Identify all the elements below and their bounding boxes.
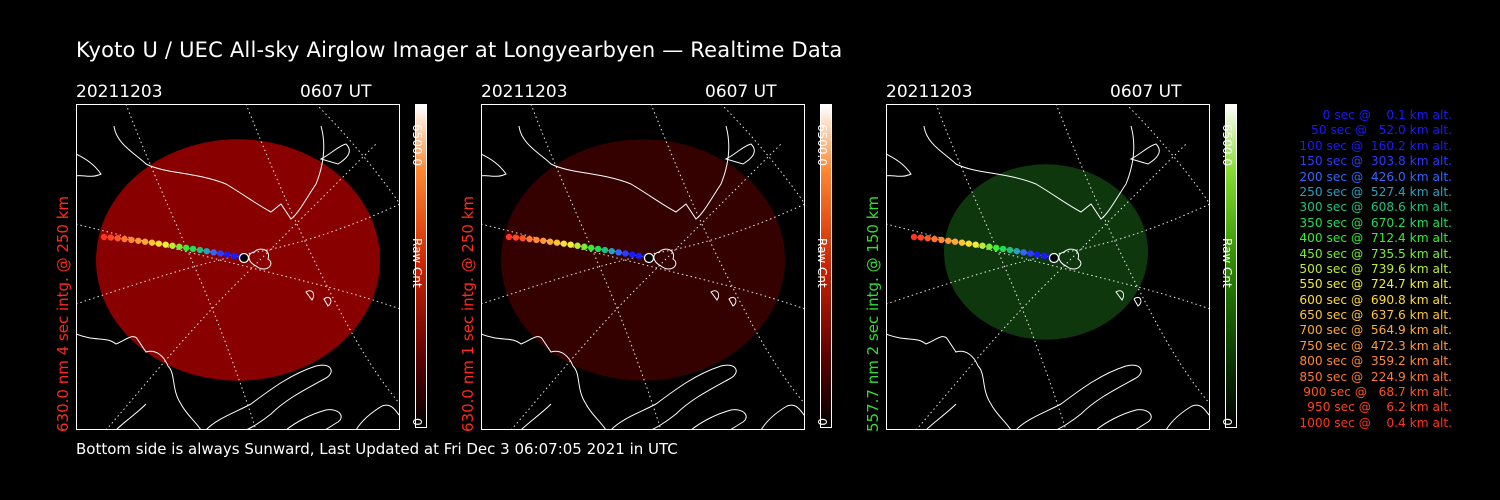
colorbar	[820, 104, 832, 428]
colorbar-max-label: 6500.0	[410, 124, 424, 166]
legend-row: 650 sec @ 637.6 km alt.	[1295, 308, 1452, 323]
legend-row: 750 sec @ 472.3 km alt.	[1295, 338, 1452, 353]
allsky-image-map	[481, 104, 805, 430]
legend-row: 250 sec @ 527.4 km alt.	[1295, 184, 1452, 199]
legend-row: 450 sec @ 735.5 km alt.	[1295, 246, 1452, 261]
colorbar-unit-label: Raw Cnt	[815, 238, 829, 288]
legend-row: 1000 sec @ 0.4 km alt.	[1299, 415, 1452, 430]
legend-row: 350 sec @ 670.2 km alt.	[1295, 215, 1452, 230]
allsky-image-map	[886, 104, 1210, 430]
legend-row: 300 sec @ 608.6 km alt.	[1295, 200, 1452, 215]
legend-row: 500 sec @ 739.6 km alt.	[1295, 261, 1452, 276]
airglow-panel-557-2s: 20211203 0607 UT 557.7 nm 2 sec intg. @ …	[864, 82, 1286, 432]
colorbar	[1225, 104, 1237, 428]
panel-time: 0607 UT	[300, 82, 372, 102]
colorbar	[415, 104, 427, 428]
allsky-image-map	[76, 104, 400, 430]
legend-row: 950 sec @ 6.2 km alt.	[1303, 400, 1452, 415]
legend-row: 0 sec @ 0.1 km alt.	[1311, 108, 1452, 122]
panel-time: 0607 UT	[1110, 82, 1182, 102]
colorbar-unit-label: Raw Cnt	[1220, 238, 1234, 288]
legend-row: 900 sec @ 68.7 km alt.	[1299, 385, 1452, 400]
panel-side-label: 630.0 nm 1 sec intg. @ 250 km	[459, 195, 477, 432]
colorbar-min-label: 0	[1220, 418, 1234, 426]
legend-row: 600 sec @ 690.8 km alt.	[1295, 292, 1452, 307]
legend-row: 850 sec @ 224.9 km alt.	[1295, 369, 1452, 384]
panel-date: 20211203	[76, 82, 163, 102]
panel-date: 20211203	[886, 82, 973, 102]
legend-row: 100 sec @ 160.2 km alt.	[1295, 138, 1452, 153]
legend-row: 400 sec @ 712.4 km alt.	[1295, 231, 1452, 246]
colorbar-max-label: 6500.0	[815, 124, 829, 166]
footer-status: Bottom side is always Sunward, Last Upda…	[76, 440, 678, 458]
legend-row: 200 sec @ 426.0 km alt.	[1295, 169, 1452, 184]
legend-row: 700 sec @ 564.9 km alt.	[1295, 323, 1452, 338]
legend-row: 550 sec @ 724.7 km alt.	[1295, 277, 1452, 292]
colorbar-min-label: 0	[410, 418, 424, 426]
colorbar-max-label: 6500.0	[1220, 124, 1234, 166]
panel-side-label: 557.7 nm 2 sec intg. @ 150 km	[864, 195, 882, 432]
panel-side-label: 630.0 nm 4 sec intg. @ 250 km	[54, 195, 72, 432]
panel-date: 20211203	[481, 82, 568, 102]
airglow-panel-630-1s: 20211203 0607 UT 630.0 nm 1 sec intg. @ …	[459, 82, 881, 432]
page-title: Kyoto U / UEC All-sky Airglow Imager at …	[76, 38, 843, 62]
legend-row: 150 sec @ 303.8 km alt.	[1295, 154, 1452, 169]
panel-time: 0607 UT	[705, 82, 777, 102]
colorbar-unit-label: Raw Cnt	[410, 238, 424, 288]
legend-row: 800 sec @ 359.2 km alt.	[1295, 354, 1452, 369]
trajectory-legend: 0 sec @ 0.1 km alt. 50 sec @ 52.0 km alt…	[1262, 108, 1452, 431]
legend-row: 50 sec @ 52.0 km alt.	[1303, 123, 1452, 138]
airglow-panel-630-4s: 20211203 0607 UT 630.0 nm 4 sec intg. @ …	[54, 82, 476, 432]
colorbar-min-label: 0	[815, 418, 829, 426]
